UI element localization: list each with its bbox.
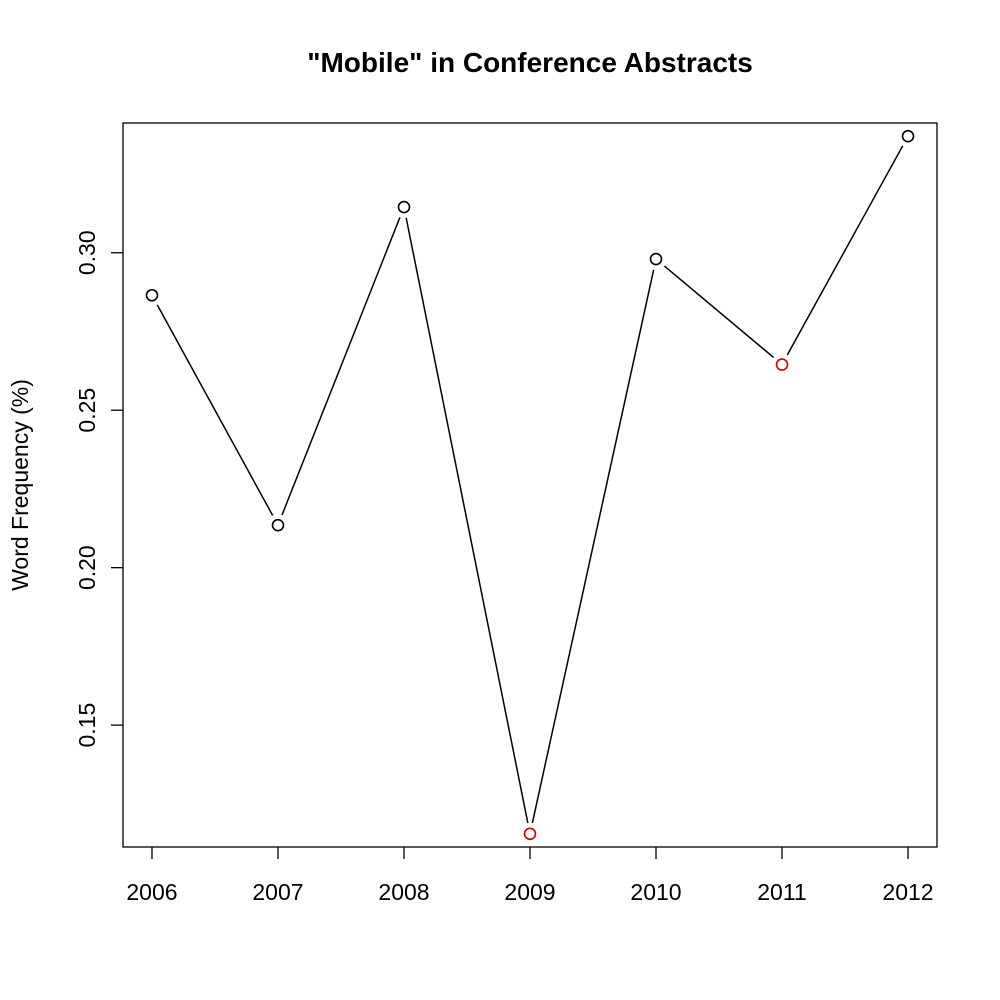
x-tick-label: 2006 — [126, 879, 177, 905]
data-point — [271, 518, 285, 532]
data-point — [901, 129, 915, 143]
series-line-segment — [663, 265, 775, 359]
x-tick-label: 2010 — [630, 879, 681, 905]
series-points — [145, 129, 915, 841]
data-point — [145, 288, 159, 302]
plot-frame — [122, 122, 938, 848]
x-tick-label: 2007 — [252, 879, 303, 905]
highlighted-data-point — [523, 827, 537, 841]
x-tick-label: 2009 — [504, 879, 555, 905]
highlighted-data-point — [775, 358, 789, 371]
data-point — [397, 200, 411, 214]
series-line-segment — [281, 217, 401, 516]
x-tick-label: 2011 — [757, 879, 806, 905]
data-point — [649, 252, 663, 266]
x-tick-label: 2012 — [882, 879, 933, 905]
y-axis: 0.15 0.20 0.25 0.30 — [74, 230, 123, 748]
y-tick-label: 0.25 — [74, 388, 100, 433]
x-axis: 2006 2007 2008 2009 2010 2011 2012 — [126, 847, 934, 905]
y-tick-label: 0.20 — [74, 545, 100, 590]
series-line-segment — [156, 304, 274, 516]
y-tick-label: 0.30 — [74, 230, 100, 275]
series-line-segment — [531, 269, 655, 824]
y-tick-label: 0.15 — [74, 703, 100, 748]
series-line-segment — [786, 145, 904, 356]
y-axis-label: Word Frequency (%) — [7, 379, 33, 591]
x-tick-label: 2008 — [378, 879, 429, 905]
series-line-segment — [405, 217, 529, 824]
series-lines — [156, 145, 904, 824]
chart-title: "Mobile" in Conference Abstracts — [307, 47, 753, 78]
